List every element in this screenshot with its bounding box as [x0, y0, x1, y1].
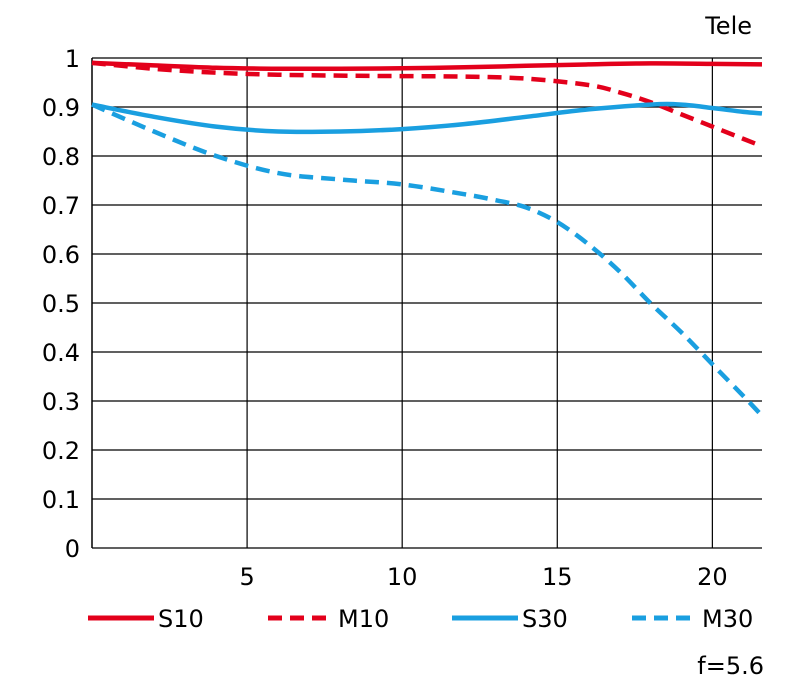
legend-label: S30 [522, 605, 568, 633]
y-tick-label: 0.3 [42, 388, 80, 416]
x-tick-label: 5 [239, 563, 254, 591]
x-tick-label: 20 [697, 563, 728, 591]
y-tick-label: 0.8 [42, 143, 80, 171]
y-tick-label: 0.6 [42, 241, 80, 269]
legend-item-m10: M10 [268, 605, 389, 633]
series-line-m30 [91, 102, 764, 418]
y-tick-label: 0.9 [42, 94, 80, 122]
legend-label: M30 [702, 605, 753, 633]
series-line-s30 [91, 101, 763, 135]
y-tick-label: 0.7 [42, 192, 80, 220]
chart-series [91, 60, 764, 418]
legend-item-s30: S30 [452, 605, 568, 633]
y-tick-label: 0 [65, 535, 80, 563]
legend-label: S10 [158, 605, 204, 633]
aperture-label: f=5.6 [697, 652, 764, 680]
chart-legend: S10 M10 S30 M30 [88, 605, 753, 633]
chart-grid [91, 57, 762, 549]
y-tick-label: 0.2 [42, 437, 80, 465]
y-axis-tick-labels: 0 0.1 0.2 0.3 0.4 0.5 0.6 0.7 0.8 0.9 1 [42, 45, 80, 563]
x-tick-label: 10 [387, 563, 418, 591]
legend-label: M10 [338, 605, 389, 633]
series-line-m10 [91, 60, 763, 149]
y-tick-label: 0.4 [42, 339, 80, 367]
x-tick-label: 15 [542, 563, 573, 591]
chart-mode-label: Tele [705, 12, 752, 40]
legend-item-s10: S10 [88, 605, 204, 633]
y-tick-label: 1 [65, 45, 80, 73]
y-tick-label: 0.1 [42, 486, 80, 514]
y-tick-label: 0.5 [42, 290, 80, 318]
x-axis-tick-labels: 5 10 15 20 [239, 563, 727, 591]
series-line-s10 [91, 60, 763, 72]
legend-item-m30: M30 [632, 605, 753, 633]
